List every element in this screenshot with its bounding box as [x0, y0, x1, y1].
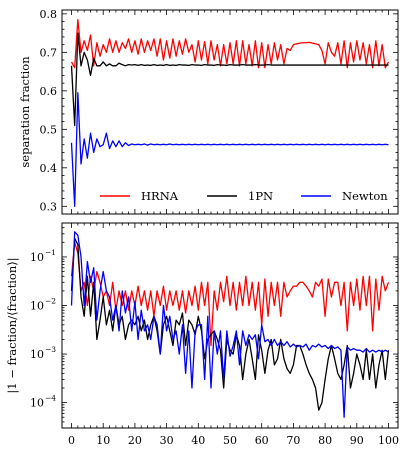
x-tick-label: 10 — [96, 434, 110, 447]
x-tick-label: 100 — [378, 434, 399, 447]
series-line-hrna — [70, 241, 390, 347]
y-tick-exponent: −3 — [45, 345, 56, 354]
y-axis-label: separation fraction — [18, 56, 32, 168]
y-tick-label: 0.7 — [40, 46, 58, 59]
legend: HRNA 1PN Newton — [100, 189, 388, 203]
y-tick-label: 10 — [30, 397, 44, 410]
y-axis-label: |1 − fraction/⟨fraction⟩| — [5, 257, 20, 393]
x-tick-label: 0 — [68, 434, 75, 447]
legend-label-hrna: HRNA — [141, 189, 179, 203]
panel-top: 0.3 0.4 0.5 0.6 0.7 0.8 separation fraction HRN… — [18, 8, 399, 215]
x-tick-label: 70 — [286, 434, 300, 447]
plot-frame — [61, 9, 399, 215]
y-tick-label: 10 — [30, 251, 44, 264]
series-line-1pn — [70, 32, 389, 127]
series-line-hrna — [70, 18, 390, 69]
x-tick-label: 80 — [318, 434, 332, 447]
series-line-newton — [70, 231, 389, 418]
y-tick-label: 0.5 — [40, 123, 58, 136]
y-tick-label: 0.4 — [40, 162, 58, 175]
legend-label-newton: Newton — [342, 189, 388, 203]
x-tick-label: 60 — [255, 434, 269, 447]
y-tick-exponent: −4 — [45, 394, 56, 403]
y-tick-label: 10 — [30, 299, 44, 312]
y-tick-label: 10 — [30, 348, 44, 361]
y-tick-exponent: −2 — [45, 296, 56, 305]
y-tick-label: 0.3 — [40, 200, 58, 213]
series-line-1pn — [70, 237, 390, 411]
x-tick-label: 30 — [160, 434, 174, 447]
x-tick-label: 40 — [191, 434, 205, 447]
x-tick-label: 20 — [128, 434, 142, 447]
y-tick-exponent: −1 — [45, 248, 56, 257]
y-tick-label: 0.6 — [40, 85, 58, 98]
series-line-newton — [70, 92, 389, 207]
x-tick-label: 50 — [223, 434, 237, 447]
legend-label-1pn: 1PN — [248, 189, 273, 203]
x-tick-label: 90 — [350, 434, 364, 447]
y-tick-label: 0.8 — [40, 8, 58, 21]
